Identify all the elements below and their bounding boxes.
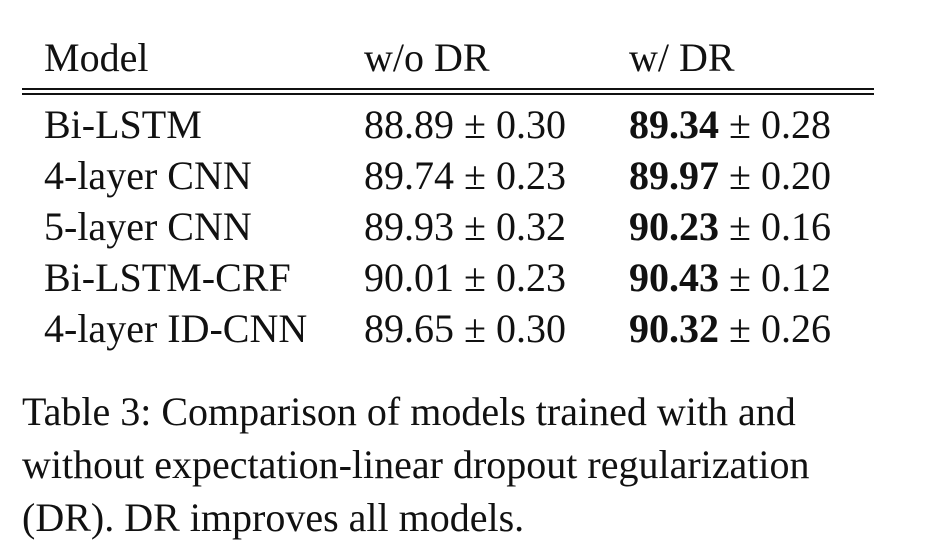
results-table-container: Model w/o DR w/ DR Bi-LSTM 88.89 ± 0.30 … <box>22 30 874 354</box>
cell-with-dr-std: ± 0.20 <box>719 153 831 198</box>
table-rule-row <box>22 84 874 99</box>
cell-with-dr-best: 89.97 <box>629 153 719 198</box>
cell-without-dr: 89.93 ± 0.32 <box>364 204 566 249</box>
cell-with-dr-best: 89.34 <box>629 102 719 147</box>
cell-with-dr: 90.23 ± 0.16 <box>629 201 874 252</box>
caption-line: Table 3: Comparison of models trained wi… <box>22 389 796 434</box>
cell-model: 4-layer ID-CNN <box>44 306 308 351</box>
cell-model: Bi-LSTM <box>44 102 202 147</box>
cell-with-dr-best: 90.23 <box>629 204 719 249</box>
cell-model: Bi-LSTM-CRF <box>44 255 291 300</box>
header-without-dr: w/o DR <box>364 34 490 80</box>
cell-with-dr-std: ± 0.12 <box>719 255 831 300</box>
cell-with-dr: 90.32 ± 0.26 <box>629 303 874 354</box>
cell-with-dr-std: ± 0.26 <box>719 306 831 351</box>
cell-without-dr: 88.89 ± 0.30 <box>364 102 566 147</box>
table-row: Bi-LSTM 88.89 ± 0.30 89.34 ± 0.28 <box>22 99 874 150</box>
results-table: Model w/o DR w/ DR Bi-LSTM 88.89 ± 0.30 … <box>22 30 874 354</box>
cell-without-dr: 89.74 ± 0.23 <box>364 153 566 198</box>
table-row: 4-layer CNN 89.74 ± 0.23 89.97 ± 0.20 <box>22 150 874 201</box>
cell-with-dr: 89.97 ± 0.20 <box>629 150 874 201</box>
cell-with-dr-std: ± 0.16 <box>719 204 831 249</box>
cell-with-dr: 90.43 ± 0.12 <box>629 252 874 303</box>
cell-without-dr: 89.65 ± 0.30 <box>364 306 566 351</box>
cell-with-dr-std: ± 0.28 <box>719 102 831 147</box>
table-caption: Table 3: Comparison of models trained wi… <box>22 385 902 544</box>
table-header-row: Model w/o DR w/ DR <box>22 30 874 84</box>
table-row: Bi-LSTM-CRF 90.01 ± 0.23 90.43 ± 0.12 <box>22 252 874 303</box>
table-row: 4-layer ID-CNN 89.65 ± 0.30 90.32 ± 0.26 <box>22 303 874 354</box>
cell-model: 4-layer CNN <box>44 153 252 198</box>
header-with-dr: w/ DR <box>629 34 735 80</box>
cell-model: 5-layer CNN <box>44 204 252 249</box>
table-row: 5-layer CNN 89.93 ± 0.32 90.23 ± 0.16 <box>22 201 874 252</box>
header-double-rule <box>22 88 874 95</box>
header-model: Model <box>44 34 149 80</box>
cell-without-dr: 90.01 ± 0.23 <box>364 255 566 300</box>
cell-with-dr: 89.34 ± 0.28 <box>629 99 874 150</box>
caption-line: (DR). DR improves all models. <box>22 495 525 540</box>
cell-with-dr-best: 90.43 <box>629 255 719 300</box>
cell-with-dr-best: 90.32 <box>629 306 719 351</box>
caption-line: without expectation-linear dropout regul… <box>22 442 810 487</box>
